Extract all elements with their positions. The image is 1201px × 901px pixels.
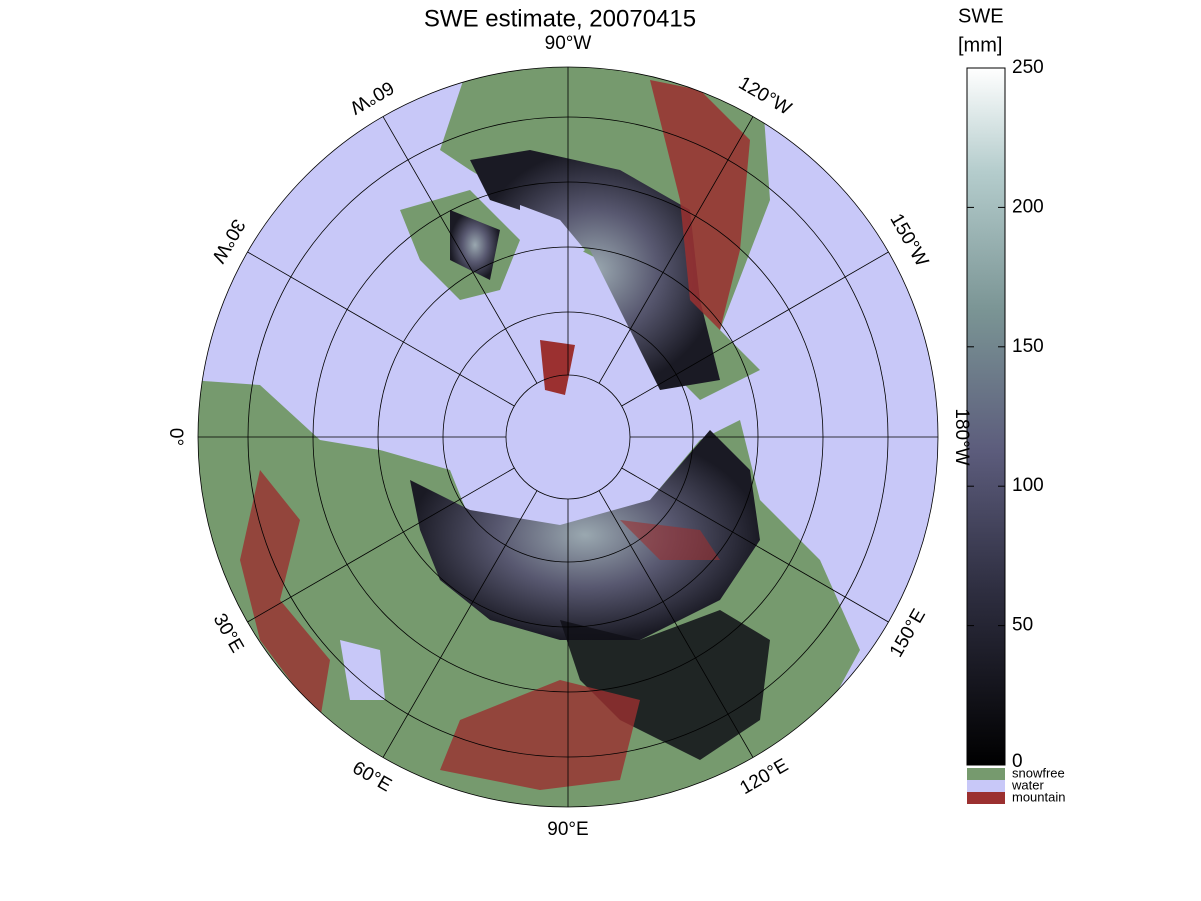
colorbar-tick-label: 0: [1012, 751, 1023, 772]
meridian: [247, 251, 515, 407]
meridian: [382, 116, 538, 384]
colorbar-title: [mm]: [958, 34, 1002, 56]
colorbar-tick-label: 200: [1012, 196, 1044, 217]
meridian: [598, 116, 754, 384]
legend-label: snowfree: [1012, 765, 1065, 780]
legend-swatch: [967, 780, 1005, 792]
meridian: [247, 467, 515, 623]
legend-label: water: [1011, 777, 1044, 792]
map-title: SWE estimate, 20070415: [424, 5, 696, 32]
longitude-label: 90°E: [547, 819, 588, 840]
longitude-label: 60°E: [349, 757, 395, 796]
longitude-label: 60°W: [346, 76, 397, 118]
longitude-label: 180°W: [951, 408, 972, 465]
colorbar-title: SWE: [958, 5, 1004, 27]
colorbar-tick-label: 250: [1012, 57, 1044, 78]
meridian: [382, 490, 538, 758]
longitude-label: 90°W: [545, 33, 592, 54]
meridian: [598, 490, 754, 758]
longitude-label: 30°E: [209, 610, 248, 656]
colorbar-tick-label: 50: [1012, 615, 1033, 636]
legend-swatch: [967, 792, 1005, 804]
graticule: [197, 66, 939, 808]
colorbar-tick-label: 100: [1012, 475, 1044, 496]
longitude-label: 0°: [165, 428, 186, 446]
legend-swatch: [967, 768, 1005, 780]
colorbar: 0 50 100 150 200 250: [966, 57, 1044, 772]
longitude-label: 30°W: [207, 215, 249, 266]
map-disk: [198, 67, 938, 807]
meridian: [621, 251, 889, 407]
legend-label: mountain: [1012, 789, 1065, 804]
meridian: [621, 467, 889, 623]
colorbar-tick-label: 150: [1012, 336, 1044, 357]
